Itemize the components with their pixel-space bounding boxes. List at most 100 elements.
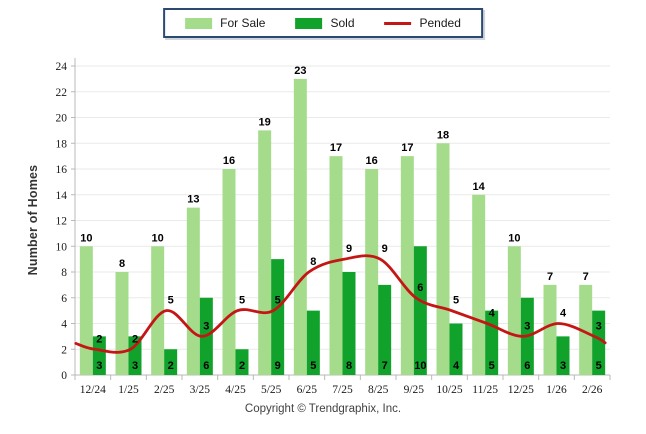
x-tick-label: 10/25	[436, 384, 462, 396]
y-axis-title: Number of Homes	[26, 164, 40, 276]
sold-bar	[92, 336, 106, 375]
for-sale-value-label: 23	[294, 65, 306, 77]
y-tick-label: 14	[56, 190, 68, 202]
for-sale-value-label: 18	[437, 129, 449, 141]
legend-label-pended: Pended	[419, 16, 461, 30]
sold-value-label: 2	[239, 360, 245, 372]
pended-value-label: 4	[560, 308, 567, 320]
pended-value-label: 5	[168, 295, 174, 307]
for-sale-bar	[151, 246, 165, 375]
sold-value-label: 8	[346, 360, 352, 372]
for-sale-bar	[365, 169, 379, 375]
pended-value-label: 2	[132, 333, 138, 345]
sold-value-label: 2	[168, 360, 174, 372]
x-tick-label: 1/25	[118, 384, 139, 396]
sold-bar	[128, 336, 142, 375]
copyright-text: Copyright © Trendgraphix, Inc.	[244, 403, 402, 415]
sold-value-label: 3	[132, 360, 138, 372]
x-tick-label: 2/25	[154, 384, 175, 396]
y-tick-label: 22	[56, 87, 68, 99]
x-tick-label: 1/26	[546, 384, 567, 396]
for-sale-value-label: 19	[259, 116, 271, 128]
pended-value-label: 4	[489, 308, 496, 320]
sold-bar	[449, 323, 463, 375]
for-sale-value-label: 16	[223, 155, 235, 167]
pended-value-label: 5	[453, 295, 459, 307]
y-tick-label: 8	[61, 267, 67, 279]
sold-value-label: 9	[275, 360, 281, 372]
sold-bar	[556, 336, 570, 375]
x-tick-label: 8/25	[368, 384, 389, 396]
for-sale-bar	[543, 284, 557, 375]
x-tick-label: 2/26	[582, 384, 603, 396]
y-tick-label: 16	[56, 164, 68, 176]
pended-value-label: 5	[275, 295, 281, 307]
sold-value-label: 6	[203, 360, 209, 372]
legend: For Sale Sold Pended	[163, 8, 483, 38]
y-tick-label: 18	[56, 138, 68, 150]
sold-bar	[342, 272, 356, 375]
sold-value-label: 5	[310, 360, 316, 372]
for-sale-swatch	[185, 17, 213, 29]
y-tick-label: 2	[61, 344, 67, 356]
sold-bar	[413, 246, 427, 375]
sold-bar	[592, 310, 606, 375]
for-sale-value-label: 7	[583, 271, 589, 283]
pended-value-label: 5	[239, 295, 245, 307]
sold-value-label: 4	[453, 360, 460, 372]
sold-bar	[306, 310, 320, 375]
for-sale-bar	[115, 272, 129, 375]
sold-value-label: 5	[596, 360, 602, 372]
sold-value-label: 3	[560, 360, 566, 372]
for-sale-value-label: 17	[401, 142, 413, 154]
for-sale-value-label: 13	[187, 194, 199, 206]
pended-line	[74, 254, 607, 354]
for-sale-bar	[222, 169, 236, 375]
pended-value-label: 3	[524, 320, 530, 332]
for-sale-bar	[329, 156, 343, 375]
for-sale-bar	[79, 246, 93, 375]
for-sale-bar	[258, 130, 272, 375]
for-sale-bar	[400, 156, 414, 375]
y-tick-label: 0	[61, 370, 67, 382]
x-tick-label: 4/25	[225, 384, 246, 396]
x-tick-label: 9/25	[404, 384, 425, 396]
pended-value-label: 6	[417, 282, 423, 294]
y-tick-label: 6	[61, 293, 67, 305]
y-tick-label: 10	[56, 241, 68, 253]
sold-bar	[378, 284, 392, 375]
legend-item-for-sale: For Sale	[185, 17, 265, 29]
legend-label-for-sale: For Sale	[220, 16, 266, 30]
for-sale-value-label: 10	[80, 232, 92, 244]
y-tick-label: 24	[56, 61, 68, 73]
for-sale-value-label: 7	[547, 271, 553, 283]
sold-value-label: 6	[524, 360, 530, 372]
y-tick-label: 12	[56, 216, 68, 228]
sold-value-label: 5	[489, 360, 495, 372]
y-tick-label: 20	[56, 113, 68, 125]
sold-bar	[164, 349, 178, 375]
legend-item-pended: Pended	[384, 16, 461, 30]
for-sale-bar	[436, 143, 450, 375]
for-sale-bar	[472, 194, 486, 375]
sold-value-label: 7	[382, 360, 388, 372]
for-sale-bar	[579, 284, 593, 375]
x-tick-label: 12/24	[80, 384, 106, 396]
pended-value-label: 8	[310, 256, 316, 268]
for-sale-value-label: 17	[330, 142, 342, 154]
x-tick-label: 5/25	[261, 384, 282, 396]
for-sale-value-label: 16	[366, 155, 378, 167]
y-tick-label: 4	[61, 319, 67, 331]
for-sale-bar	[293, 78, 307, 375]
legend-label-sold: Sold	[330, 16, 355, 30]
sold-bar	[235, 349, 249, 375]
pended-value-label: 9	[346, 243, 352, 255]
pended-value-label: 2	[96, 333, 102, 345]
for-sale-value-label: 10	[152, 232, 164, 244]
sold-value-label: 3	[96, 360, 102, 372]
x-tick-label: 7/25	[332, 384, 353, 396]
sold-bar	[271, 259, 285, 375]
pended-value-label: 9	[382, 243, 388, 255]
